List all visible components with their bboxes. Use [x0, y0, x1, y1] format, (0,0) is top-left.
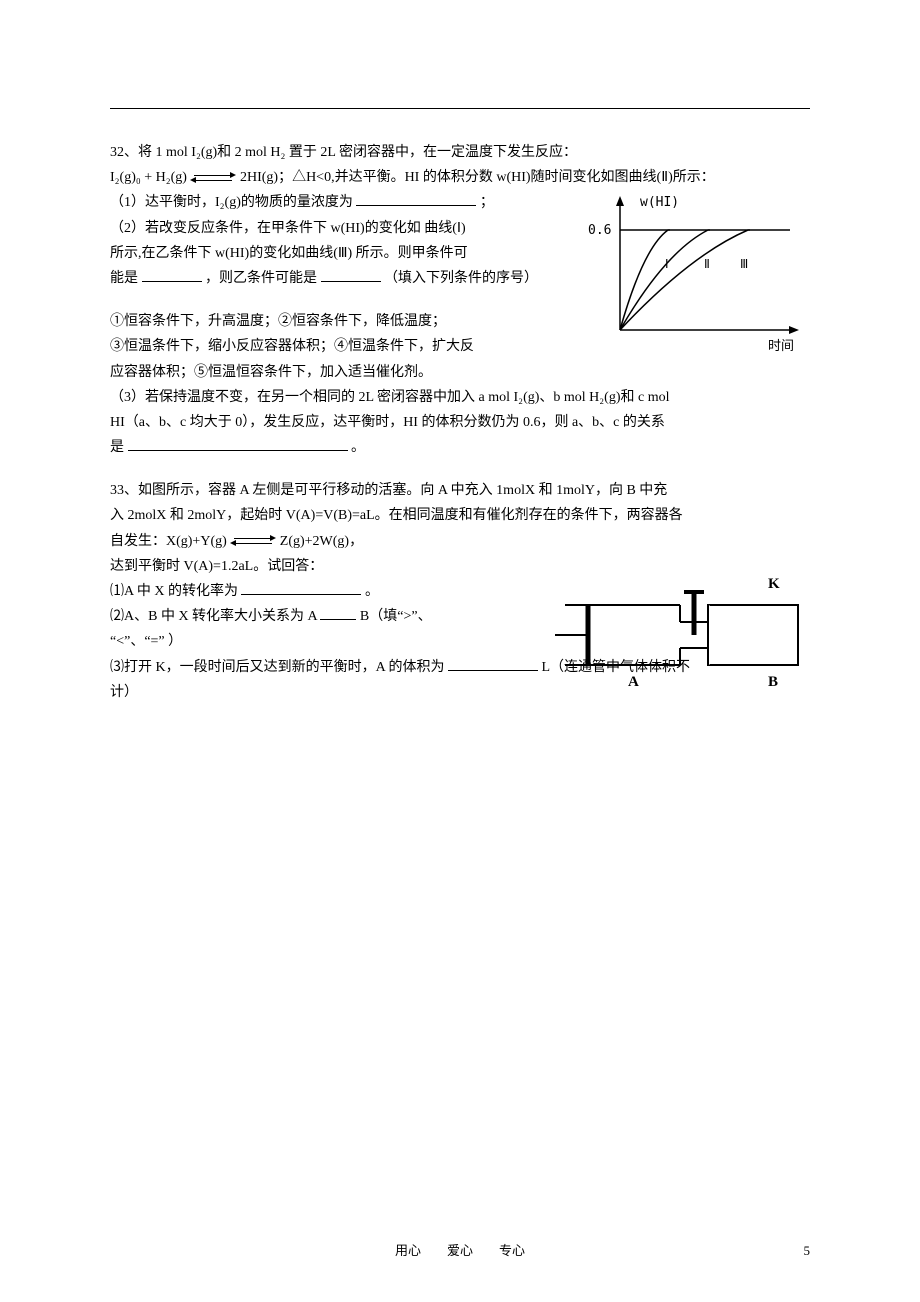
chart-figure: w(HI) 0.6 Ⅰ Ⅱ Ⅲ 时间: [580, 190, 810, 355]
q32-options-l3: 应容器体积；⑤恒温恒容条件下，加入适当催化剂。: [110, 360, 810, 385]
q33-q2c: “<”、“=” ）: [110, 629, 540, 654]
vessel-figure: K A B: [550, 570, 810, 700]
q33-q1a: ⑴A 中 X 的转化率为: [110, 584, 238, 599]
q32-p2-l3c: （填入下列条件的序号）: [384, 271, 538, 286]
blank-field[interactable]: [320, 605, 356, 620]
q33-intro-l1: 33、如图所示，容器 A 左侧是可平行移动的活塞。向 A 中充入 1molX 和…: [110, 478, 810, 503]
q32-p2-l2: 所示,在乙条件下 w(HI)的变化如曲线(Ⅲ) 所示。则甲条件可: [110, 241, 570, 266]
q33-q3a: ⑶打开 K，一段时间后又达到新的平衡时，A 的体积为: [110, 660, 444, 675]
curve-label-2: Ⅱ: [704, 257, 710, 271]
x-axis-label: 时间: [768, 338, 794, 353]
q33-q1: ⑴A 中 X 的转化率为 。: [110, 579, 540, 604]
q33-equation-line: 自发生：X(g)+Y(g) Z(g)+2W(g)，: [110, 529, 540, 554]
q32-options-l2: ③恒温条件下，缩小反应容器体积；④恒温条件下，扩大反: [110, 334, 570, 359]
equilibrium-arrow-icon: [190, 173, 236, 183]
q32-p3-l2: HI（a、b、c 均大于 0），发生反应，达平衡时，HI 的体积分数仍为 0.6…: [110, 410, 810, 435]
q33-reach: 达到平衡时 V(A)=1.2aL。试回答：: [110, 554, 540, 579]
blank-field[interactable]: [448, 656, 538, 671]
valve-label-k: K: [768, 576, 780, 592]
blank-field[interactable]: [241, 580, 361, 595]
vessel-label-a: A: [628, 674, 639, 690]
q32-p2-l3b: ，则乙条件可能是: [205, 271, 317, 286]
q32-intro: 32、将 1 mol I₂(g)和 2 mol H₂ 置于 2L 密闭容器中，在…: [110, 140, 810, 165]
vessel-label-b: B: [768, 674, 778, 690]
blank-field[interactable]: [356, 191, 476, 206]
q32-p3-l1: （3）若保持温度不变，在另一个相同的 2L 密闭容器中加入 a mol I₂(g…: [110, 385, 810, 410]
blank-field[interactable]: [128, 436, 348, 451]
chart-svg: w(HI) 0.6 Ⅰ Ⅱ Ⅲ 时间: [580, 190, 810, 355]
q33-intro-l2: 入 2molX 和 2molY，起始时 V(A)=V(B)=aL。在相同温度和有…: [110, 503, 810, 528]
q32-p1b: ；: [480, 195, 494, 210]
q32-p3-l3a: 是: [110, 440, 124, 455]
q33-q2: ⑵A、B 中 X 转化率大小关系为 A B（填“>”、: [110, 604, 540, 629]
blank-field[interactable]: [321, 267, 381, 282]
q32-p3-l3: 是 。: [110, 435, 810, 460]
q32-equation-line: I₂(g)₀ + H₂(g) 2HI(g)；△H<0,并达平衡。HI 的体积分数…: [110, 165, 810, 190]
footer-text: 用心 爱心 专心: [395, 1243, 525, 1258]
q33-eq-right: Z(g)+2W(g)，: [280, 534, 363, 549]
q32-p2-l1: （2）若改变反应条件，在甲条件下 w(HI)的变化如 曲线(Ⅰ): [110, 216, 570, 241]
q32-eq-right: 2HI(g)；△H<0,并达平衡。HI 的体积分数 w(HI)随时间变化如图曲线…: [240, 170, 715, 185]
q32-p2-l3: 能是 ，则乙条件可能是 （填入下列条件的序号）: [110, 266, 570, 291]
q33-q1b: 。: [365, 584, 379, 599]
q33-eq-left: 自发生：X(g)+Y(g): [110, 534, 230, 549]
header-rule: [110, 108, 810, 109]
y-tick-label: 0.6: [588, 223, 611, 238]
curve-label-1: Ⅰ: [665, 257, 669, 271]
q32-p2-l3a: 能是: [110, 271, 138, 286]
q32-p3-l3b: 。: [351, 440, 365, 455]
curve-label-3: Ⅲ: [740, 257, 748, 271]
q32-p1: （1）达平衡时，I₂(g)的物质的量浓度为 ；: [110, 190, 570, 215]
q33-q2b: B（填“>”、: [360, 609, 432, 624]
blank-field[interactable]: [142, 267, 202, 282]
q32-p1a: （1）达平衡时，I₂(g)的物质的量浓度为: [110, 195, 353, 210]
q33-q2a: ⑵A、B 中 X 转化率大小关系为 A: [110, 609, 317, 624]
q32-options-l1: ①恒容条件下，升高温度；②恒容条件下，降低温度；: [110, 309, 570, 334]
page-number: 5: [804, 1239, 811, 1262]
y-axis-label: w(HI): [640, 195, 679, 210]
vessel-svg: K A B: [550, 570, 810, 700]
equilibrium-arrow-icon: [230, 536, 276, 546]
q32-eq-left: I₂(g)₀ + H₂(g): [110, 170, 190, 185]
page-footer: 用心 爱心 专心 5: [0, 1239, 920, 1262]
